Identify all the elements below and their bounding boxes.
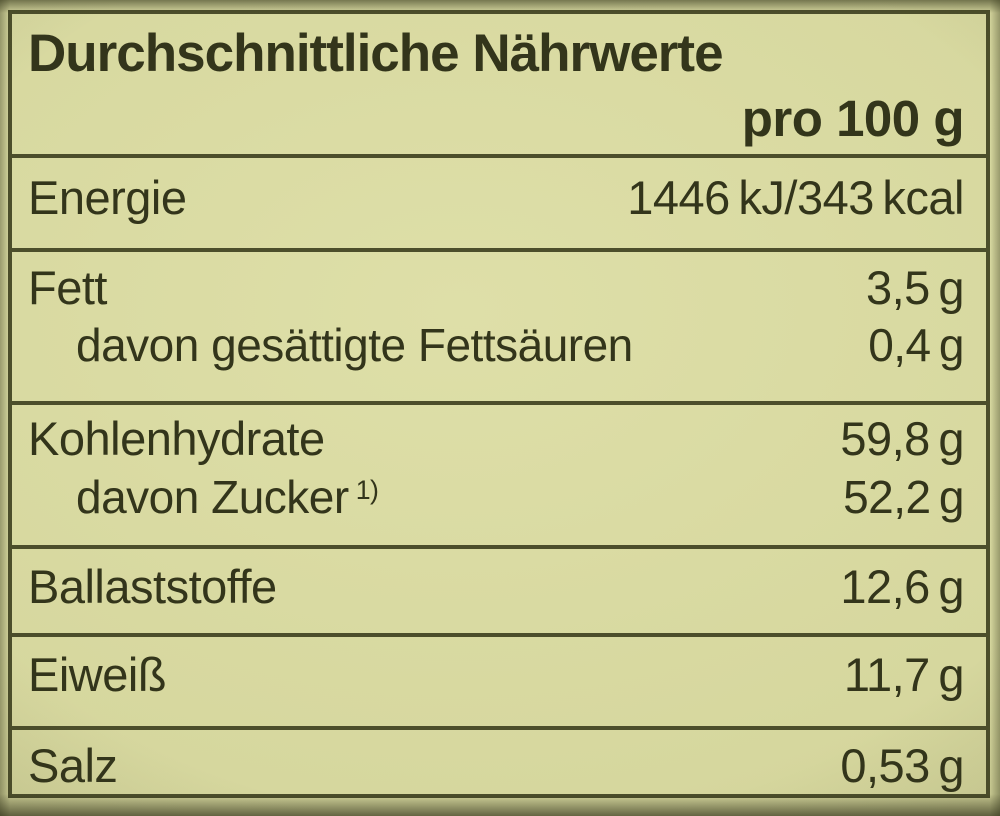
nutrient-value: 3,5 g bbox=[865, 260, 965, 314]
nutrient-sublabel: davon Zucker 1) bbox=[76, 470, 379, 525]
nutrient-label: Ballaststoffe bbox=[28, 559, 277, 613]
nutrient-value: 12,6 g bbox=[840, 559, 964, 613]
table-header: Durchschnittliche Nährwerte pro 100 g bbox=[12, 14, 986, 158]
row-kohlenhydrate: Kohlenhydrate 59,8 g davon Zucker 1) 52,2… bbox=[12, 405, 986, 549]
per-100g-label: pro 100 g bbox=[741, 89, 965, 147]
nutrient-value: 1446 kJ/343 kcal bbox=[627, 170, 964, 224]
row-eiweiss: Eiweiß 11,7 g bbox=[12, 637, 986, 730]
nutrition-table: Durchschnittliche Nährwerte pro 100 g En… bbox=[8, 10, 990, 798]
nutrient-value: 0,53 g bbox=[840, 738, 964, 792]
nutrient-value: 59,8 g bbox=[840, 412, 964, 466]
row-fett: Fett 3,5 g davon gesättigte Fettsäuren 0… bbox=[12, 252, 986, 406]
row-energie: Energie 1446 kJ/343 kcal bbox=[12, 158, 986, 252]
nutrient-label: Energie bbox=[28, 170, 187, 224]
subrow-zucker: davon Zucker 1) 52,2 g bbox=[28, 470, 964, 525]
nutrient-subvalue: 52,2 g bbox=[843, 470, 964, 523]
nutrient-label: Eiweiß bbox=[28, 648, 167, 702]
row-ballaststoffe: Ballaststoffe 12,6 g bbox=[12, 549, 986, 638]
nutrient-label: Salz bbox=[28, 738, 118, 792]
nutrient-label: Kohlenhydrate bbox=[28, 412, 325, 466]
nutrient-value: 11,7 g bbox=[843, 648, 965, 702]
subrow-saturated-fat: davon gesättigte Fettsäuren 0,4 g bbox=[28, 318, 964, 373]
table-title: Durchschnittliche Nährwerte bbox=[28, 24, 724, 83]
row-salz: Salz 0,53 g bbox=[12, 730, 986, 794]
zucker-label: davon Zucker bbox=[76, 470, 349, 523]
footnote-marker: 1) bbox=[355, 474, 379, 505]
nutrient-sublabel: davon gesättigte Fettsäuren bbox=[76, 319, 633, 372]
nutrient-subvalue: 0,4 g bbox=[868, 319, 964, 372]
nutrient-label: Fett bbox=[28, 260, 107, 314]
